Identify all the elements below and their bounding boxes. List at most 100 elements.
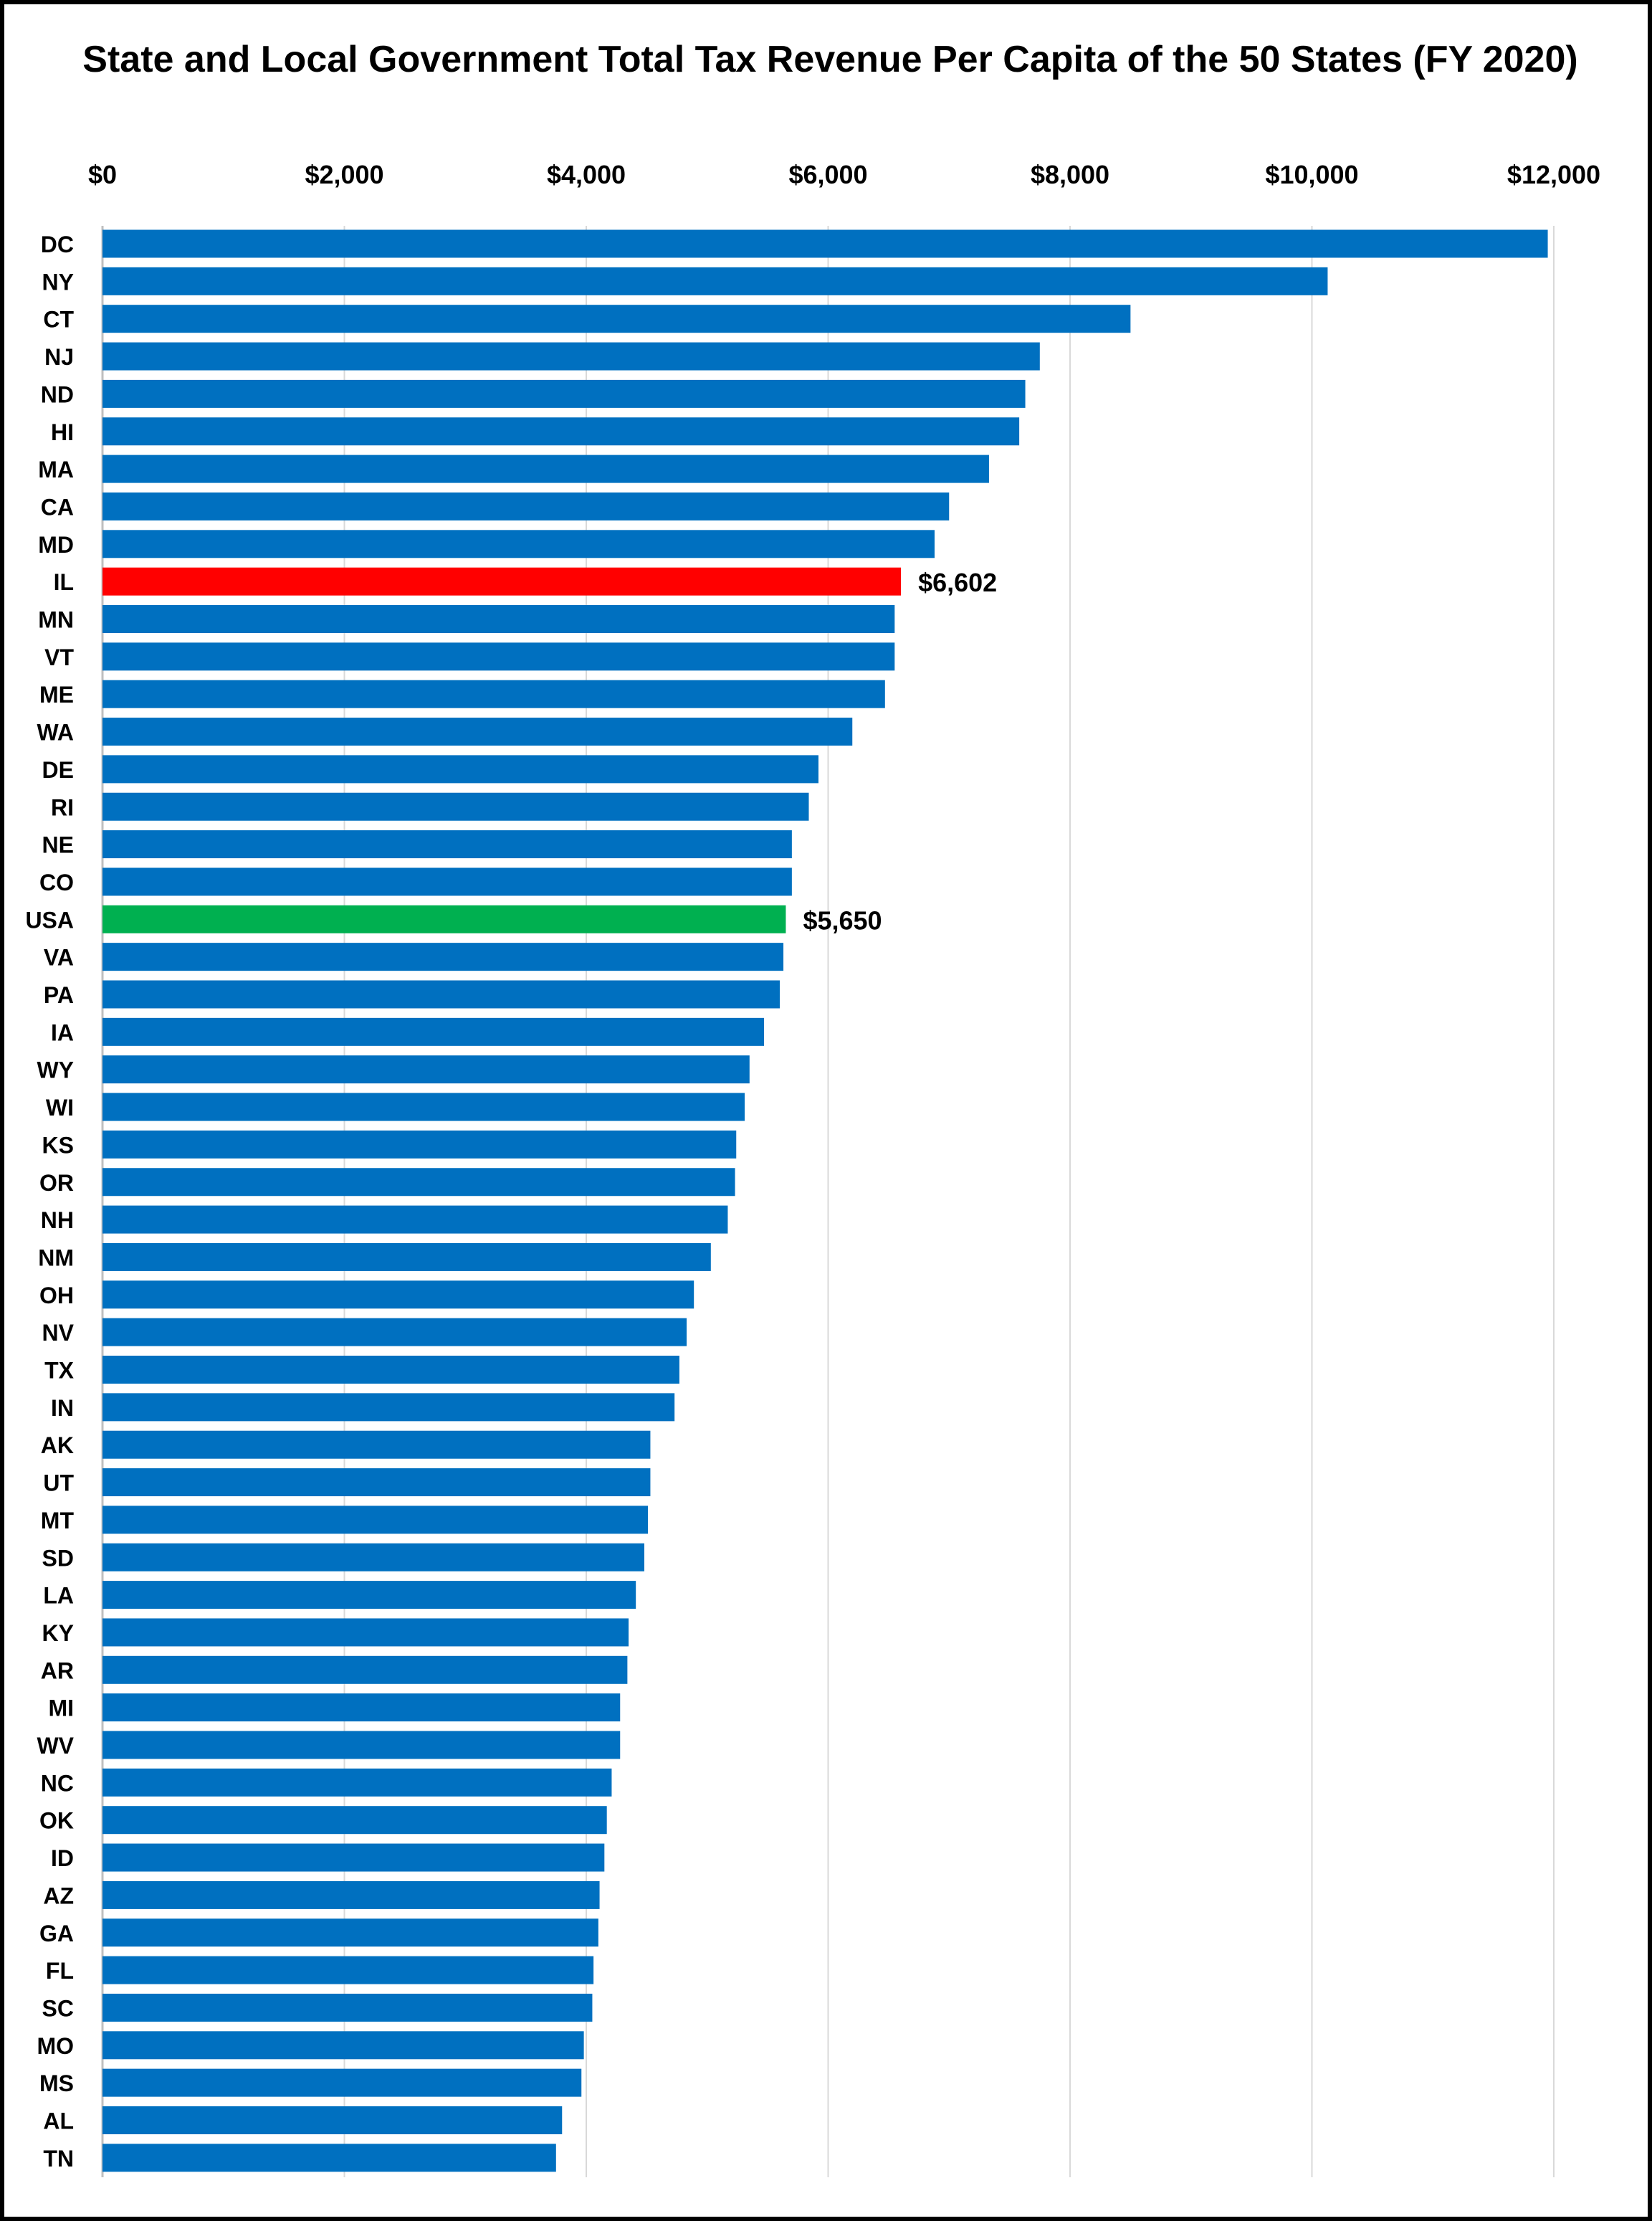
category-label-ma: MA (38, 457, 74, 482)
bar-ct (102, 305, 1131, 333)
bar-mi (102, 1693, 621, 1722)
category-label-me: ME (39, 682, 74, 708)
bar-co (102, 867, 792, 896)
category-label-ky: KY (42, 1620, 74, 1646)
bar-in (102, 1393, 675, 1422)
bar-nc (102, 1768, 612, 1797)
category-label-nj: NJ (44, 344, 74, 370)
bar-il (102, 567, 902, 596)
bar-ak (102, 1430, 651, 1459)
category-label-oh: OH (39, 1283, 74, 1308)
category-label-la: LA (43, 1583, 74, 1609)
bars (102, 229, 1548, 2172)
category-label-wi: WI (46, 1095, 74, 1121)
bar-mt (102, 1506, 649, 1534)
bar-id (102, 1843, 605, 1872)
bar-wy (102, 1055, 750, 1084)
category-label-ga: GA (39, 1921, 74, 1946)
bar-la (102, 1581, 636, 1609)
category-label-nm: NM (38, 1245, 74, 1270)
category-labels: DC NY CT NJ ND HI MA CA MD IL MN VT ME WA DE RI NE CO USA V… (25, 232, 74, 2172)
category-label-sd: SD (42, 1545, 74, 1571)
category-label-mo: MO (37, 2033, 74, 2059)
bar-ar (102, 1655, 628, 1684)
category-label-nv: NV (42, 1320, 75, 1346)
bar-ca (102, 492, 950, 520)
bar-wv (102, 1731, 621, 1759)
chart-title: State and Local Government Total Tax Rev… (82, 39, 1578, 80)
category-label-tx: TX (44, 1358, 75, 1384)
x-tick-label: $10,000 (1265, 160, 1358, 189)
category-label-ct: CT (43, 307, 74, 333)
x-tick-label: $6,000 (788, 160, 867, 189)
category-label-pa: PA (44, 982, 74, 1008)
bar-ms (102, 2068, 582, 2097)
category-label-vt: VT (44, 645, 74, 670)
category-label-ri: RI (51, 794, 74, 820)
category-label-il: IL (54, 569, 74, 595)
category-label-wy: WY (37, 1057, 74, 1083)
bar-al (102, 2106, 563, 2134)
category-label-ut: UT (43, 1470, 74, 1496)
category-label-de: DE (42, 757, 74, 783)
bar-ne (102, 830, 792, 859)
category-label-id: ID (51, 1845, 74, 1871)
x-tick-label: $4,000 (547, 160, 626, 189)
bar-nj (102, 342, 1040, 371)
category-label-ok: OK (39, 1808, 74, 1834)
bar-nm (102, 1242, 711, 1271)
bar-mo (102, 2031, 584, 2060)
bar-ks (102, 1130, 737, 1159)
category-label-az: AZ (43, 1883, 74, 1908)
bar-ri (102, 792, 809, 821)
bar-sd (102, 1543, 644, 1571)
category-label-fl: FL (46, 1958, 74, 1984)
bar-wi (102, 1093, 745, 1121)
category-label-ny: NY (42, 269, 74, 295)
bar-usa (102, 905, 786, 933)
x-tick-label: $0 (88, 160, 117, 189)
category-label-md: MD (38, 532, 74, 558)
bar-nh (102, 1205, 728, 1234)
category-label-tn: TN (43, 2146, 74, 2172)
bar-ut (102, 1468, 651, 1497)
bar-tn (102, 2144, 556, 2172)
x-tick-label: $12,000 (1507, 160, 1600, 189)
data-labels: $6,602 $5,650 (803, 568, 997, 935)
category-label-co: CO (39, 870, 74, 895)
category-label-nd: ND (41, 381, 74, 407)
bar-az (102, 1880, 600, 1909)
category-label-mn: MN (38, 607, 74, 633)
bar-hi (102, 417, 1020, 446)
category-label-hi: HI (51, 419, 74, 445)
category-label-nc: NC (41, 1770, 74, 1796)
category-label-ia: IA (51, 1019, 74, 1045)
bar-wa (102, 718, 853, 746)
category-label-sc: SC (42, 1995, 74, 2021)
category-label-ks: KS (42, 1132, 74, 1158)
data-label-usa: $5,650 (803, 905, 882, 935)
bar-nd (102, 379, 1026, 408)
category-label-wv: WV (37, 1733, 74, 1759)
bar-sc (102, 1993, 593, 2022)
category-label-usa: USA (25, 907, 74, 933)
category-label-ms: MS (39, 2070, 74, 2096)
category-label-mt: MT (41, 1508, 75, 1533)
bar-ny (102, 267, 1328, 295)
bar-fl (102, 1956, 594, 1984)
bar-ky (102, 1618, 629, 1647)
category-label-mi: MI (48, 1696, 74, 1721)
category-label-in: IN (51, 1395, 74, 1421)
bar-chart: $0 $2,000 $4,000 $6,000 $8,000 $10,000 $12,000… (25, 160, 1600, 2177)
bar-md (102, 530, 935, 558)
bar-ok (102, 1806, 607, 1835)
category-label-va: VA (44, 945, 74, 971)
bar-de (102, 755, 818, 784)
bar-vt (102, 642, 895, 671)
category-label-ak: AK (41, 1432, 74, 1458)
bar-dc (102, 229, 1548, 258)
category-label-ar: AR (41, 1658, 74, 1683)
x-tick-label: $2,000 (305, 160, 383, 189)
category-label-ne: NE (42, 832, 74, 858)
